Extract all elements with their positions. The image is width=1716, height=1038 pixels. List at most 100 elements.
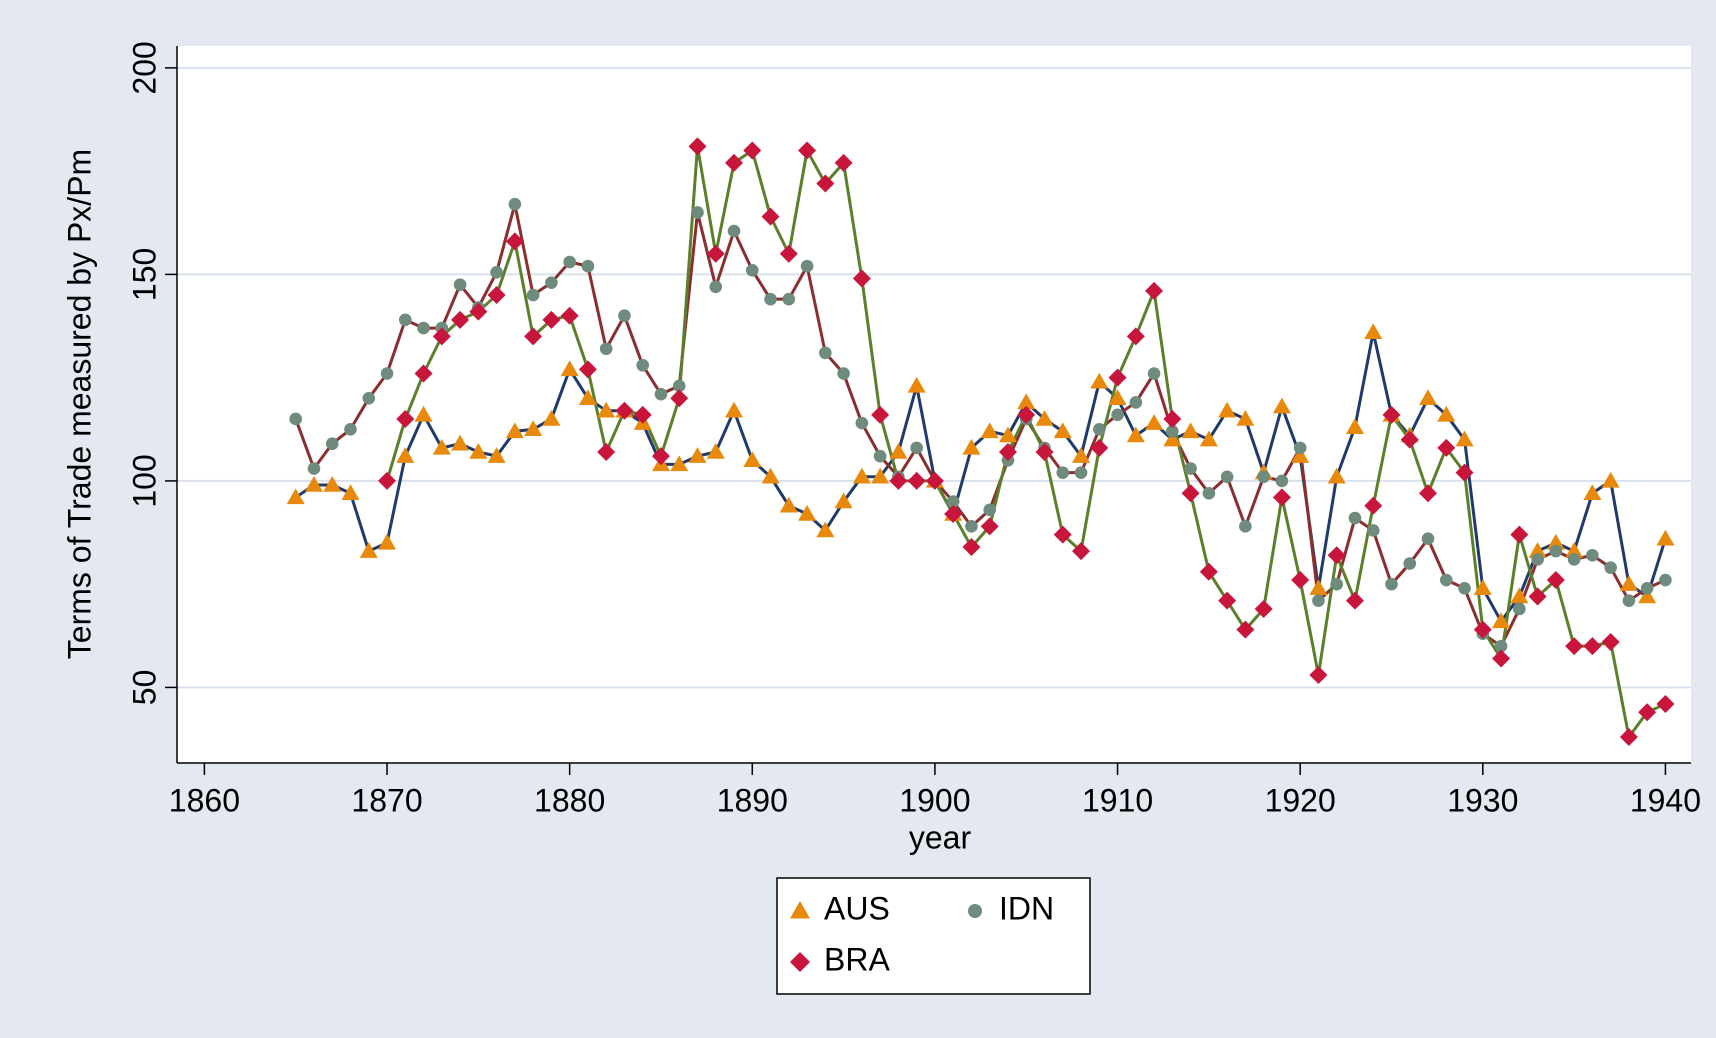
data-point <box>800 259 814 273</box>
data-point <box>396 409 415 428</box>
data-point <box>1437 405 1456 422</box>
data-point <box>1583 484 1602 501</box>
data-point <box>761 207 780 226</box>
data-point <box>599 342 613 356</box>
data-point <box>1163 409 1182 428</box>
data-point <box>508 197 522 211</box>
data-point <box>1145 414 1164 430</box>
data-point <box>871 467 890 484</box>
data-point <box>819 346 832 360</box>
data-point <box>834 153 853 172</box>
data-point <box>396 447 415 463</box>
data-point <box>1366 524 1380 537</box>
data-point <box>1348 511 1362 525</box>
data-point <box>1640 581 1654 595</box>
data-point <box>1309 579 1328 596</box>
data-point <box>852 269 871 288</box>
data-point <box>1528 542 1547 558</box>
data-point <box>816 521 835 538</box>
data-point <box>453 278 467 292</box>
data-point <box>1092 422 1106 436</box>
data-point <box>725 153 744 172</box>
x-tick-label: 1940 <box>1630 782 1701 818</box>
data-point <box>545 276 558 289</box>
data-point <box>1147 367 1161 380</box>
data-point <box>944 504 963 523</box>
data-point <box>837 367 850 380</box>
x-tick-label: 1900 <box>899 782 970 818</box>
data-point <box>688 447 707 463</box>
data-point <box>1072 447 1091 463</box>
plot-area <box>177 46 1691 763</box>
data-point <box>1638 587 1657 604</box>
data-point <box>709 280 723 294</box>
data-point <box>286 488 305 505</box>
data-point <box>910 441 923 455</box>
data-point <box>526 288 540 302</box>
data-point <box>672 379 686 393</box>
data-point <box>798 141 817 160</box>
legend-label: AUS <box>824 890 890 926</box>
y-tick-label: 150 <box>126 248 162 301</box>
data-point <box>597 442 616 461</box>
data-point <box>962 438 981 455</box>
data-point <box>651 447 670 466</box>
data-point <box>615 401 634 420</box>
data-point <box>1166 425 1179 438</box>
data-point <box>1312 594 1325 607</box>
data-point <box>1053 422 1072 439</box>
data-point <box>779 496 798 513</box>
data-point <box>524 420 543 437</box>
y-tick-label: 50 <box>126 670 162 706</box>
data-point <box>962 537 981 556</box>
data-point <box>1345 418 1364 434</box>
data-point <box>1090 372 1109 389</box>
data-point <box>490 266 503 279</box>
data-point <box>1199 430 1218 447</box>
data-point <box>743 141 762 160</box>
data-point <box>1619 575 1638 591</box>
data-point <box>1458 581 1471 595</box>
data-point <box>998 426 1017 443</box>
data-point <box>380 367 394 380</box>
data-point <box>1619 727 1638 746</box>
data-point <box>1421 532 1435 546</box>
data-point <box>1254 599 1273 618</box>
data-point <box>1565 542 1584 558</box>
data-point <box>307 462 321 475</box>
data-point <box>398 313 412 327</box>
data-point <box>1126 327 1145 346</box>
data-point <box>1656 694 1675 713</box>
data-point <box>907 376 926 393</box>
data-point <box>1218 401 1237 418</box>
data-point <box>1220 470 1234 484</box>
data-point <box>1108 389 1127 406</box>
data-point <box>469 442 488 459</box>
data-point <box>359 542 378 558</box>
data-point <box>1056 466 1070 479</box>
data-point <box>1494 639 1508 653</box>
data-point <box>1017 405 1036 424</box>
data-point <box>1473 579 1492 596</box>
data-point <box>414 405 433 422</box>
data-point <box>1327 467 1346 484</box>
legend-label: IDN <box>999 890 1054 926</box>
data-point <box>725 401 744 418</box>
data-point <box>1272 488 1291 507</box>
data-point <box>1236 620 1255 639</box>
legend-marker <box>790 901 810 919</box>
data-point <box>581 259 595 273</box>
data-point <box>1510 587 1529 604</box>
data-point <box>1202 486 1216 500</box>
data-point <box>1108 368 1127 387</box>
x-tick-label: 1870 <box>351 782 422 818</box>
data-point <box>1364 323 1383 339</box>
data-point <box>451 434 470 451</box>
data-point <box>852 467 871 484</box>
data-point <box>1510 525 1529 544</box>
data-point <box>1072 542 1091 561</box>
data-point <box>1017 393 1036 410</box>
data-point <box>487 286 506 305</box>
data-point <box>1549 544 1563 558</box>
data-point <box>1565 637 1584 656</box>
